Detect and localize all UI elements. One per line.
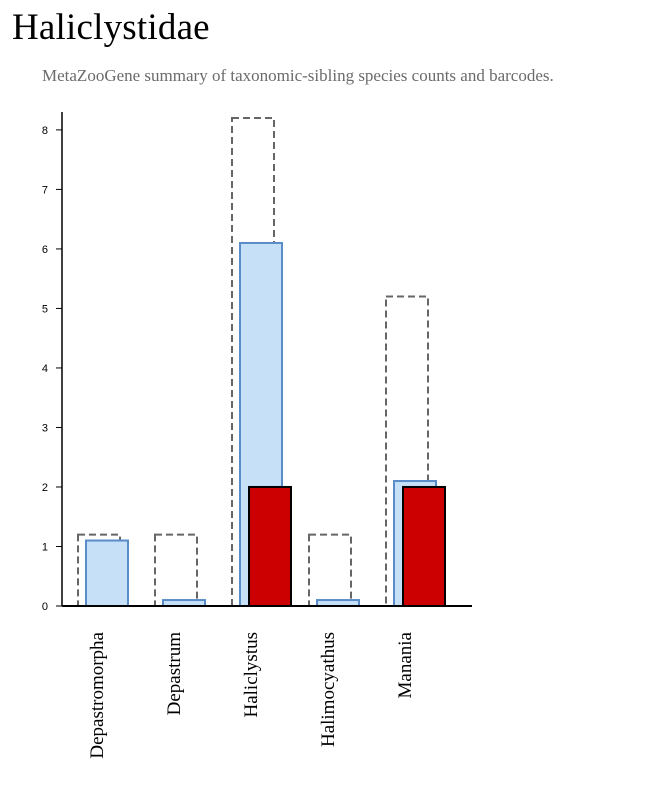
x-tick-label: Depastrum <box>164 632 185 716</box>
y-tick-label: 8 <box>42 125 48 137</box>
bar-outline-depastrum <box>154 533 198 608</box>
bar-red-manania <box>402 485 446 608</box>
page-title: Haliclystidae <box>12 7 210 48</box>
x-tick-label: Manania <box>395 631 416 698</box>
y-tick-label: 4 <box>42 363 48 375</box>
y-tick-label: 0 <box>42 601 48 613</box>
y-tick-label: 7 <box>42 184 48 196</box>
x-tick-label: Depastromorpha <box>87 631 108 758</box>
x-tick-label: Halimocyathus <box>318 632 339 747</box>
bar-red-haliclystus <box>248 485 292 608</box>
y-tick-label: 1 <box>42 541 48 553</box>
bar-blue-depastromorpha <box>85 539 129 607</box>
page-subtitle: MetaZooGene summary of taxonomic-sibling… <box>42 66 554 85</box>
y-tick-label: 5 <box>42 303 48 315</box>
bar-outline-halimocyathus <box>308 533 352 608</box>
x-tick-label: Haliclystus <box>241 632 262 718</box>
y-tick-label: 2 <box>42 482 48 494</box>
y-tick-label: 3 <box>42 422 48 434</box>
y-tick-label: 6 <box>42 244 48 256</box>
